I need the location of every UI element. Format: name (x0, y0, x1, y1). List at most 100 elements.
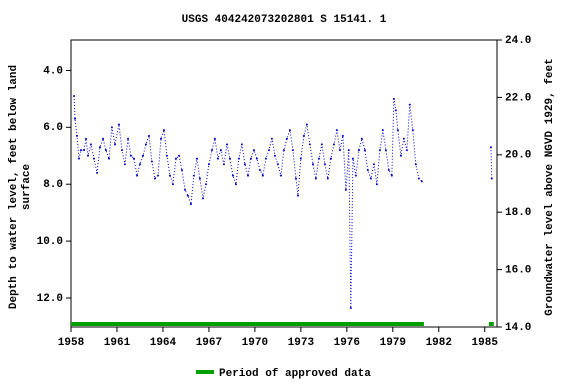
data-point (372, 163, 375, 166)
data-point (96, 171, 99, 174)
data-point (87, 154, 90, 157)
data-point (219, 149, 222, 152)
y-axis-label: surface (21, 164, 33, 211)
data-point (335, 129, 338, 132)
data-point (378, 149, 381, 152)
y-tick-label: 6.0 (43, 122, 63, 134)
data-point (344, 188, 347, 191)
data-point (402, 137, 405, 140)
data-point (258, 168, 261, 171)
data-point (417, 177, 420, 180)
plot-frame (70, 39, 498, 328)
data-point (360, 137, 363, 140)
data-point (163, 129, 166, 132)
y2-tick-label: 18.0 (505, 207, 531, 219)
data-point (157, 174, 160, 177)
data-point (171, 183, 174, 186)
data-point (381, 129, 384, 132)
data-point (329, 157, 332, 160)
data-point (354, 174, 357, 177)
data-point (117, 123, 120, 126)
data-point (110, 126, 113, 129)
y2-tick-label: 22.0 (505, 92, 531, 104)
data-point (349, 306, 352, 309)
data-point (489, 146, 492, 149)
data-point (85, 137, 88, 140)
data-point (98, 146, 101, 149)
x-tick-label: 1979 (380, 337, 406, 349)
data-point (270, 137, 273, 140)
data-point (147, 134, 150, 137)
data-point (123, 163, 126, 166)
data-point (411, 129, 414, 132)
data-point (296, 194, 299, 197)
data-point (142, 154, 145, 157)
data-point (299, 157, 302, 160)
data-point (279, 174, 282, 177)
data-point (83, 149, 86, 152)
data-point (189, 203, 192, 206)
data-point (420, 180, 423, 183)
data-point (369, 177, 372, 180)
x-tick-label: 1973 (288, 337, 315, 349)
data-point (113, 143, 116, 146)
y2-tick-label: 16.0 (505, 265, 531, 277)
data-point (282, 149, 285, 152)
data-point (153, 177, 156, 180)
x-tick-label: 1961 (104, 337, 131, 349)
data-point (195, 157, 198, 160)
data-point (127, 137, 130, 140)
legend-label: Period of approved data (219, 368, 371, 380)
data-point (225, 143, 228, 146)
y2-tick-label: 14.0 (505, 322, 531, 334)
y2-axis-label: Groundwater level above NGVD 1929, feet (544, 58, 556, 315)
data-point (375, 183, 378, 186)
data-point (222, 163, 225, 166)
data-point (392, 97, 395, 100)
y-axis-label: Depth to water level, feet below land (8, 65, 20, 309)
data-point (408, 103, 411, 106)
data-point (363, 149, 366, 152)
data-point (79, 149, 82, 152)
data-point (231, 174, 234, 177)
data-point (387, 168, 390, 171)
data-point (237, 157, 240, 160)
y-tick-label: 4.0 (43, 65, 63, 77)
y2-tick-label: 24.0 (505, 35, 531, 47)
data-point (311, 163, 314, 166)
data-point (132, 157, 135, 160)
data-point (205, 183, 208, 186)
data-point (198, 177, 201, 180)
data-point (341, 134, 344, 137)
data-point (305, 123, 308, 126)
data-point (234, 183, 237, 186)
data-point (73, 117, 76, 120)
data-point (326, 177, 329, 180)
x-tick-label: 1967 (196, 337, 222, 349)
data-point (320, 143, 323, 146)
data-point (351, 157, 354, 160)
data-point (396, 129, 399, 132)
data-point (317, 157, 320, 160)
data-point (201, 197, 204, 200)
data-point (213, 137, 216, 140)
data-point (252, 149, 255, 152)
data-point (102, 137, 105, 140)
y2-tick-label: 20.0 (505, 150, 531, 162)
data-point (77, 157, 80, 160)
data-point (243, 163, 246, 166)
data-point (144, 143, 147, 146)
data-point (414, 163, 417, 166)
data-point (180, 168, 183, 171)
data-point (276, 163, 279, 166)
x-tick-label: 1985 (472, 337, 499, 349)
data-point (246, 174, 249, 177)
data-point (357, 149, 360, 152)
x-tick-label: 1958 (58, 337, 85, 349)
x-tick-label: 1976 (334, 337, 360, 349)
data-point (267, 149, 270, 152)
y-tick-label: 12.0 (37, 293, 63, 305)
chart-title: USGS 404242073202801 S 15141. 1 (182, 14, 387, 26)
data-point (228, 157, 231, 160)
data-point (89, 143, 92, 146)
